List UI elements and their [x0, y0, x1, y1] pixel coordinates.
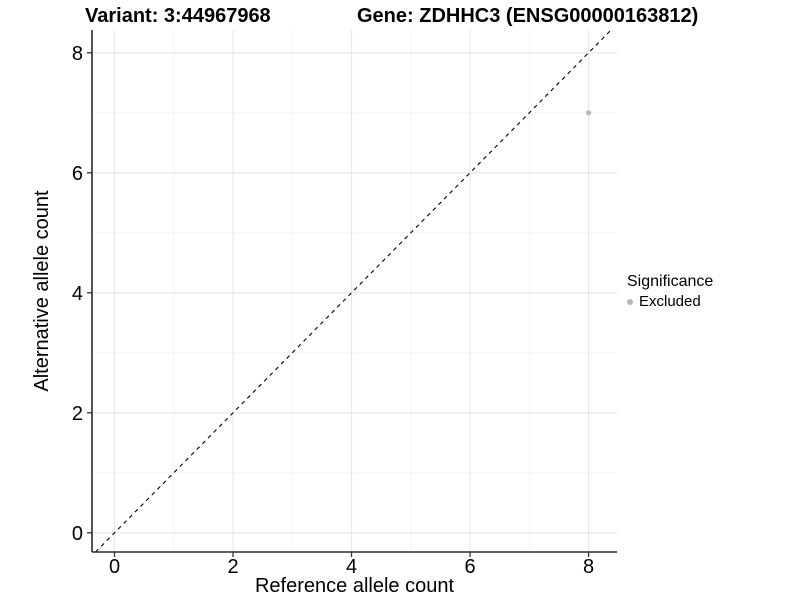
y-axis-title: Alternative allele count	[31, 190, 53, 392]
x-axis-title: Reference allele count	[254, 575, 454, 597]
y-tick-label: 8	[72, 43, 83, 65]
y-tick-label: 4	[72, 283, 83, 305]
legend: Significance Excluded	[627, 272, 713, 311]
legend-title: Significance	[627, 273, 714, 290]
plot-title-variant: Variant: 3:44967968	[85, 5, 271, 27]
plot-title-gene: Gene: ZDHHC3 (ENSG00000163812)	[357, 5, 699, 27]
legend-point-icon	[627, 299, 633, 305]
identity-line	[95, 29, 612, 553]
y-tick-label: 6	[72, 163, 83, 185]
x-tick-label: 8	[583, 556, 594, 578]
x-tick-label: 0	[109, 556, 120, 578]
x-tick-label: 2	[227, 556, 238, 578]
y-tick-label: 0	[72, 523, 83, 545]
x-tick-label: 6	[464, 556, 475, 578]
legend-item-label: Excluded	[639, 293, 701, 310]
legend-item-excluded: Excluded	[627, 293, 713, 311]
x-tick-label: 4	[346, 556, 357, 578]
data-point	[585, 110, 592, 116]
y-tick-label: 2	[72, 403, 83, 425]
